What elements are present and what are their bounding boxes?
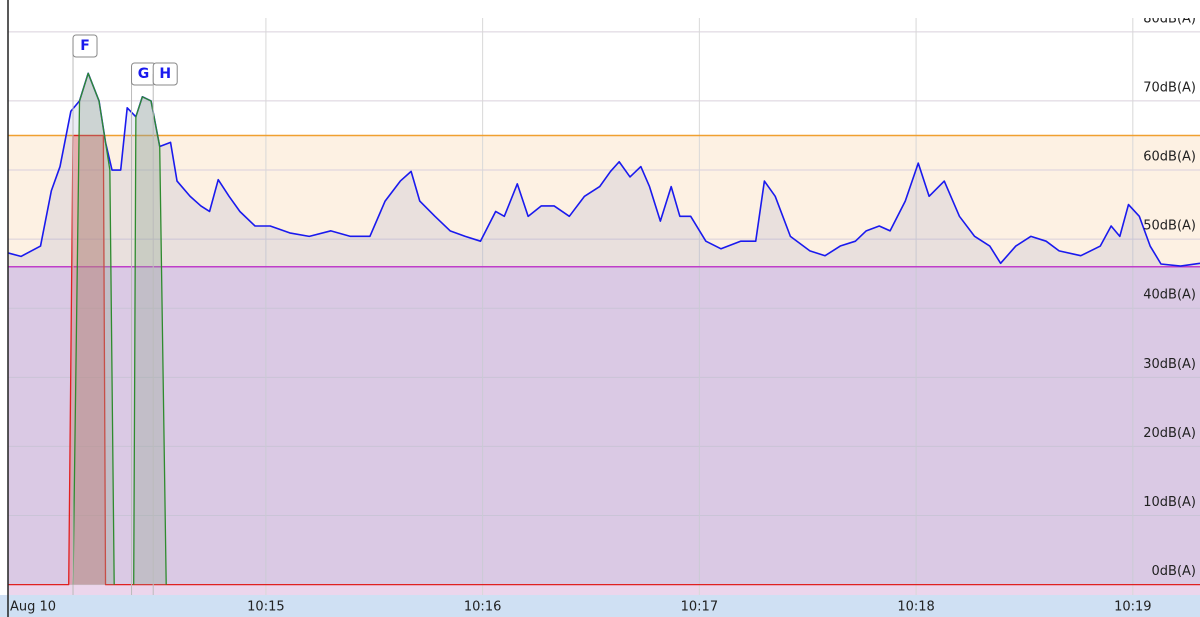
series-area [73,73,115,585]
series-line [8,134,1200,586]
plot-area: 0dB(A) 10dB(A) 20dB(A) 30dB(A) 40dB(A) 50dB(A… [8,11,1200,595]
y-tick-label: 70dB(A) [1143,80,1196,95]
y-tick-label: 50dB(A) [1143,219,1196,234]
y-tick-label: 10dB(A) [1143,495,1196,510]
y-tick-label: 40dB(A) [1143,288,1196,303]
y-tick-label: 0dB(A) [1152,564,1196,579]
y-tick-label: 60dB(A) [1143,150,1196,165]
annotation-box [152,62,178,86]
annotation-label: G [138,66,150,82]
annotation-label: F [80,38,90,54]
series-line [133,96,167,585]
series-area [133,96,167,585]
y-tick-label: 20dB(A) [1143,426,1196,441]
threshold-band [8,135,1200,267]
x-tick-label: 10:16 [464,600,501,615]
y-tick-label: 80dB(A) [1143,11,1196,26]
x-tick-label: 10:18 [897,600,934,615]
series-area [8,73,1200,585]
threshold-band [8,266,1200,595]
x-tick-label: 10:19 [1114,600,1151,615]
x-tick-label: Aug 10 [10,600,56,615]
x-tick-label: 10:15 [247,600,284,615]
annotation-box [72,34,98,58]
y-tick-label: 30dB(A) [1143,357,1196,372]
series-line [72,72,115,585]
x-axis-band [0,595,1200,617]
x-tick-label: 10:17 [681,600,718,615]
annotation-label: H [159,66,171,82]
